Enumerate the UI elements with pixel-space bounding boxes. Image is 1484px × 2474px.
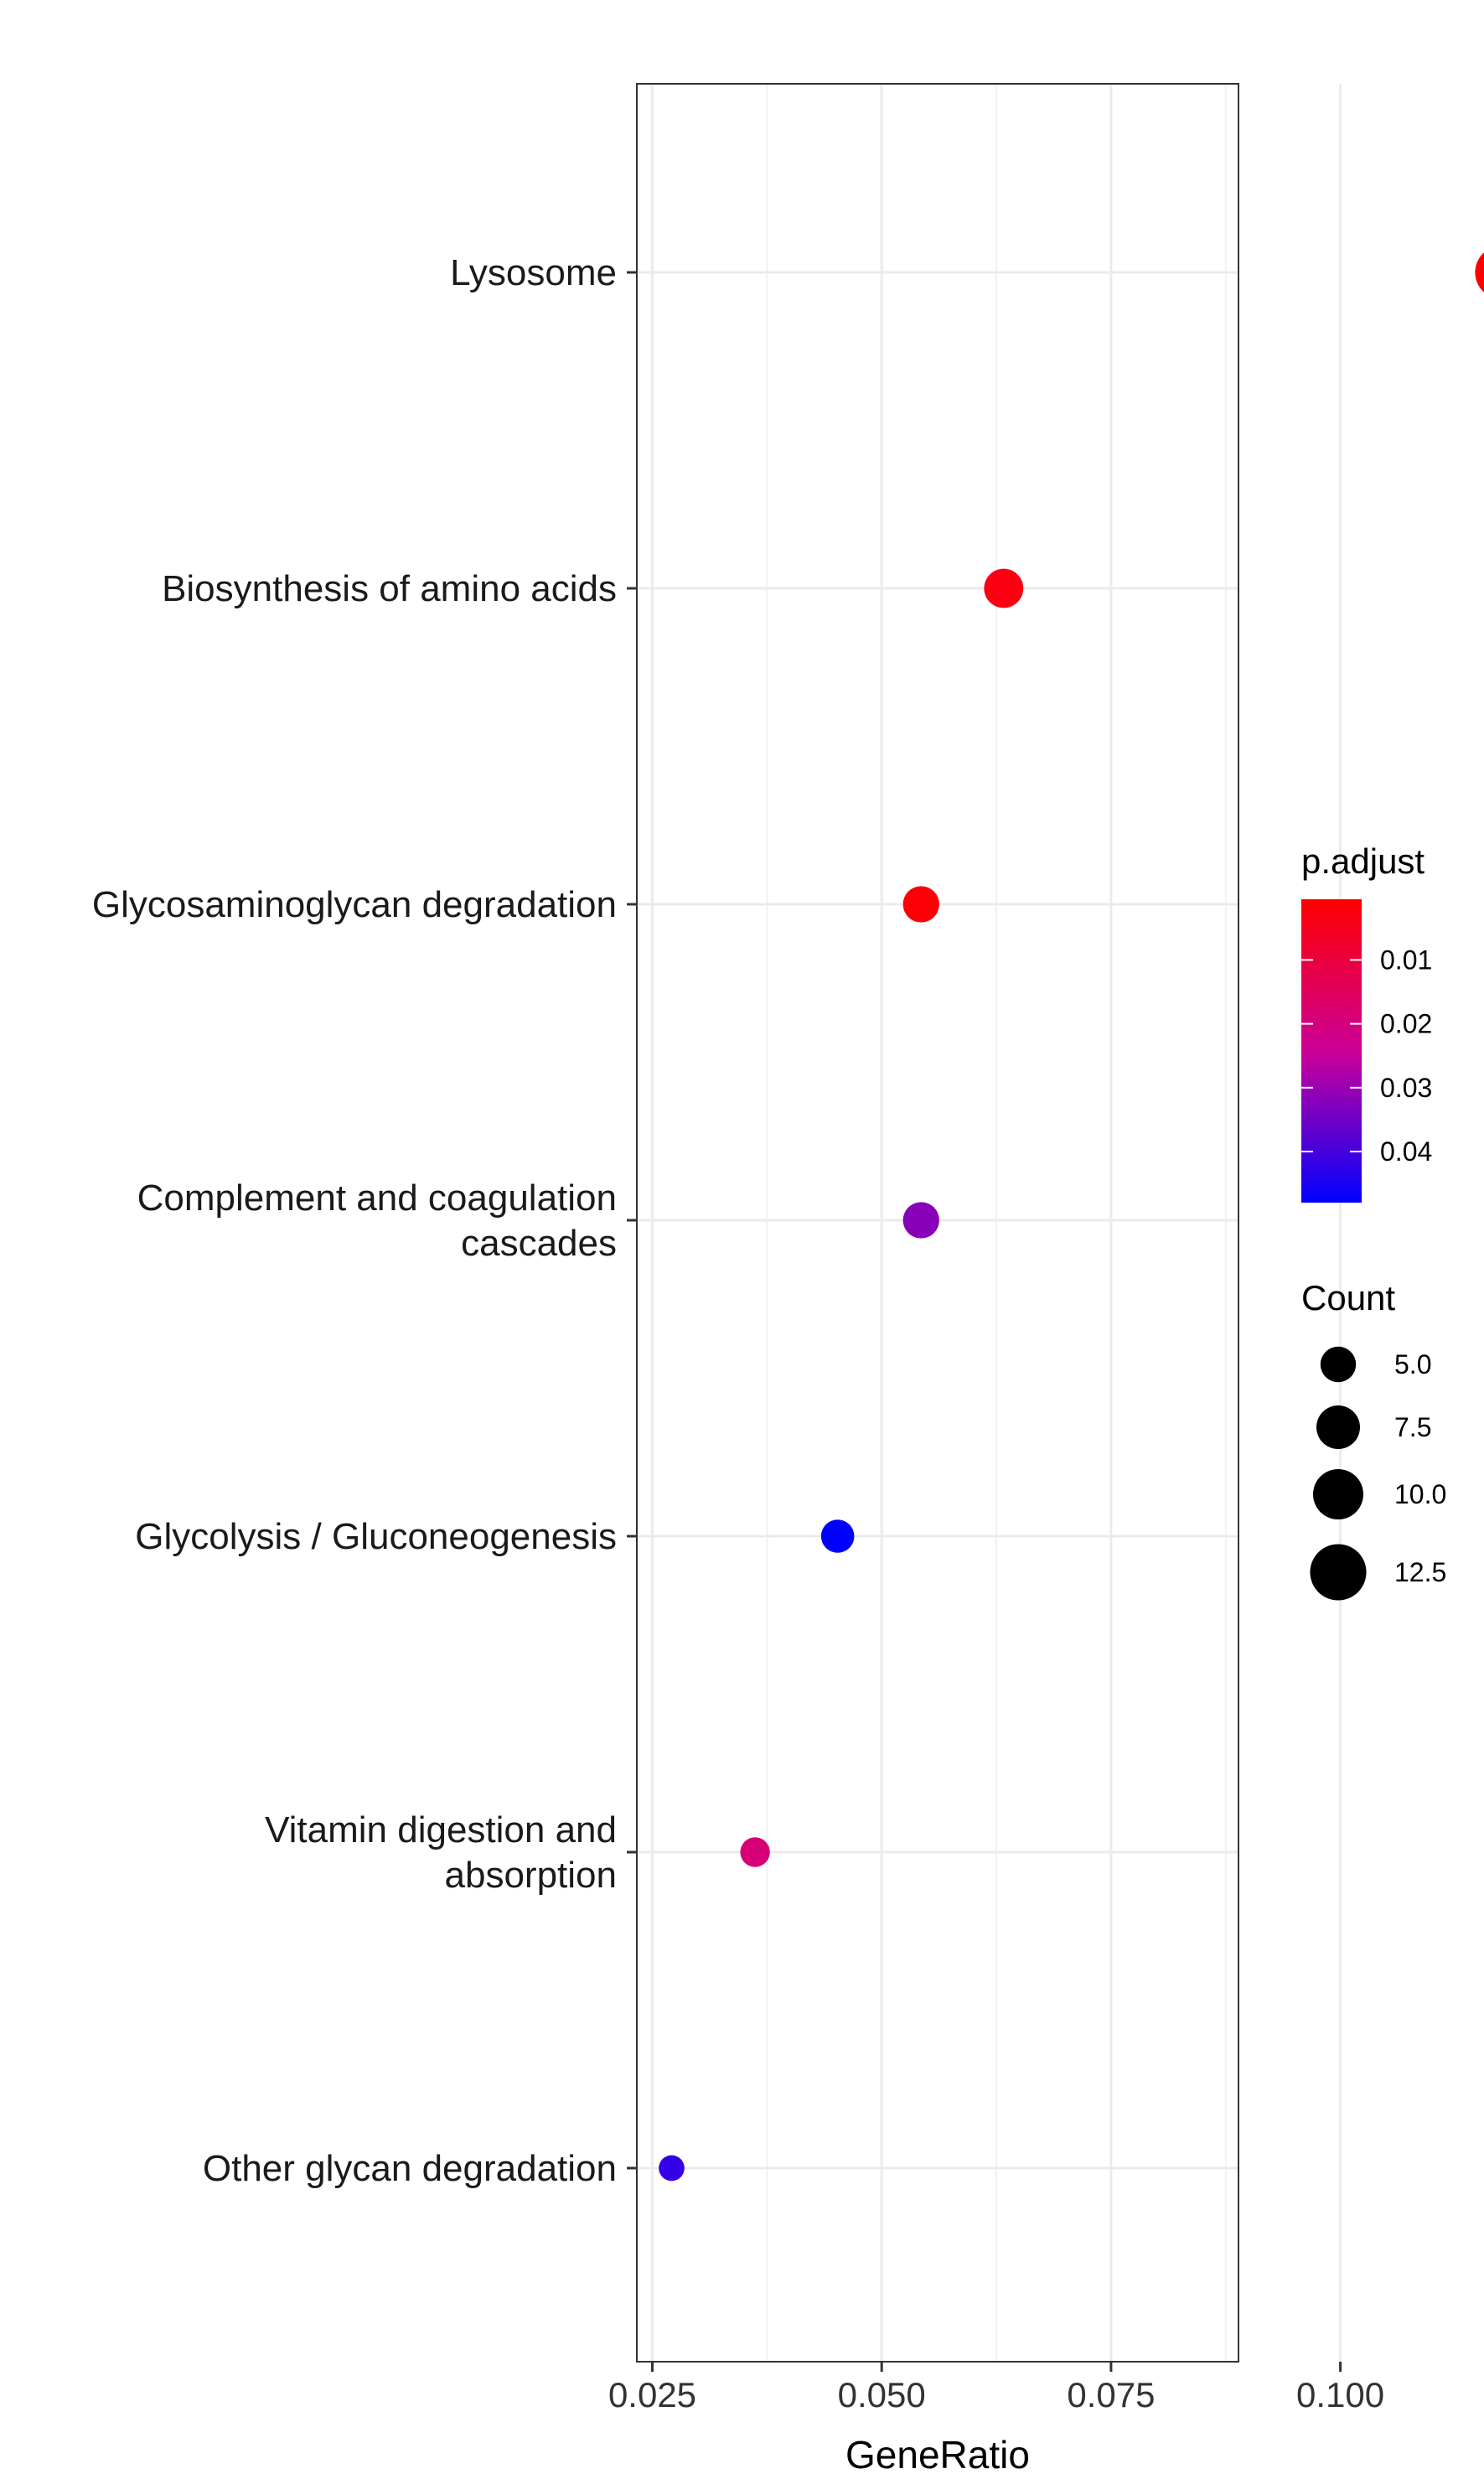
y-tick-label-line: Lysosome [450, 252, 617, 293]
color-legend: p.adjust 0.01 0.02 0.03 0.04 [1301, 841, 1432, 1203]
size-legend-label: 12.5 [1394, 1557, 1446, 1587]
size-legend-key [1310, 1544, 1367, 1601]
size-legend-key [1320, 1346, 1357, 1383]
y-tick-label-line: cascades [461, 1223, 617, 1264]
size-legend-label: 5.0 [1394, 1349, 1431, 1379]
x-axis-title: GeneRatio [845, 2433, 1030, 2474]
size-legend-label: 10.0 [1394, 1479, 1446, 1509]
size-legend: Count 5.0 7.5 10.0 12.5 [1301, 1278, 1446, 1601]
y-tick-label-line: Vitamin digestion and [265, 1809, 617, 1850]
data-point [902, 886, 939, 923]
y-tick-label-line: Complement and coagulation [137, 1177, 617, 1219]
color-legend-ticks: 0.01 0.02 0.03 0.04 [1301, 945, 1432, 1167]
data-point [740, 1837, 770, 1867]
x-tick-label: 0.100 [1296, 2375, 1384, 2414]
y-tick-label: Lysosome [450, 252, 617, 293]
color-legend-bar [1301, 899, 1362, 1203]
data-point [984, 568, 1024, 608]
y-tick-label: Vitamin digestion and absorption [265, 1809, 617, 1896]
y-tick-label-line: absorption [445, 1855, 617, 1896]
y-tick-label-line: Glycosaminoglycan degradation [92, 884, 617, 925]
y-tick-label-line: Biosynthesis of amino acids [162, 568, 617, 609]
x-axis: 0.025 0.050 0.075 0.100 [608, 2362, 1384, 2414]
y-tick-label-line: Other glycan degradation [203, 2148, 617, 2189]
color-legend-tick-label: 0.01 [1380, 945, 1432, 975]
color-legend-title: p.adjust [1301, 841, 1425, 881]
y-tick-label: Glycosaminoglycan degradation [92, 884, 617, 925]
data-point [1475, 252, 1484, 292]
color-legend-tick-label: 0.02 [1380, 1009, 1432, 1039]
data-point [902, 1202, 939, 1239]
plot-border [636, 83, 1239, 2363]
y-axis: Lysosome Biosynthesis of amino acids Glyco… [92, 252, 637, 2189]
size-legend-label: 7.5 [1394, 1412, 1431, 1442]
y-tick-label: Other glycan degradation [203, 2148, 617, 2189]
y-tick-label: Complement and coagulation cascades [137, 1177, 617, 1264]
data-point [820, 1519, 855, 1553]
x-tick-label: 0.075 [1067, 2375, 1155, 2414]
y-tick-label: Glycolysis / Gluconeogenesis [135, 1516, 617, 1557]
y-tick-label: Biosynthesis of amino acids [162, 568, 617, 609]
size-legend-key [1312, 1468, 1364, 1520]
data-point [659, 2155, 685, 2182]
color-legend-tick-label: 0.03 [1380, 1073, 1432, 1103]
x-tick-label: 0.025 [608, 2375, 696, 2414]
y-tick-label-line: Glycolysis / Gluconeogenesis [135, 1516, 617, 1557]
plot-panel [636, 83, 1484, 2363]
data-points [659, 252, 1484, 2182]
color-legend-tick-label: 0.04 [1380, 1136, 1432, 1167]
x-tick-label: 0.050 [838, 2375, 926, 2414]
size-legend-title: Count [1301, 1278, 1395, 1317]
size-legend-key [1316, 1405, 1360, 1449]
size-legend-keys: 5.0 7.5 10.0 12.5 [1310, 1346, 1446, 1601]
